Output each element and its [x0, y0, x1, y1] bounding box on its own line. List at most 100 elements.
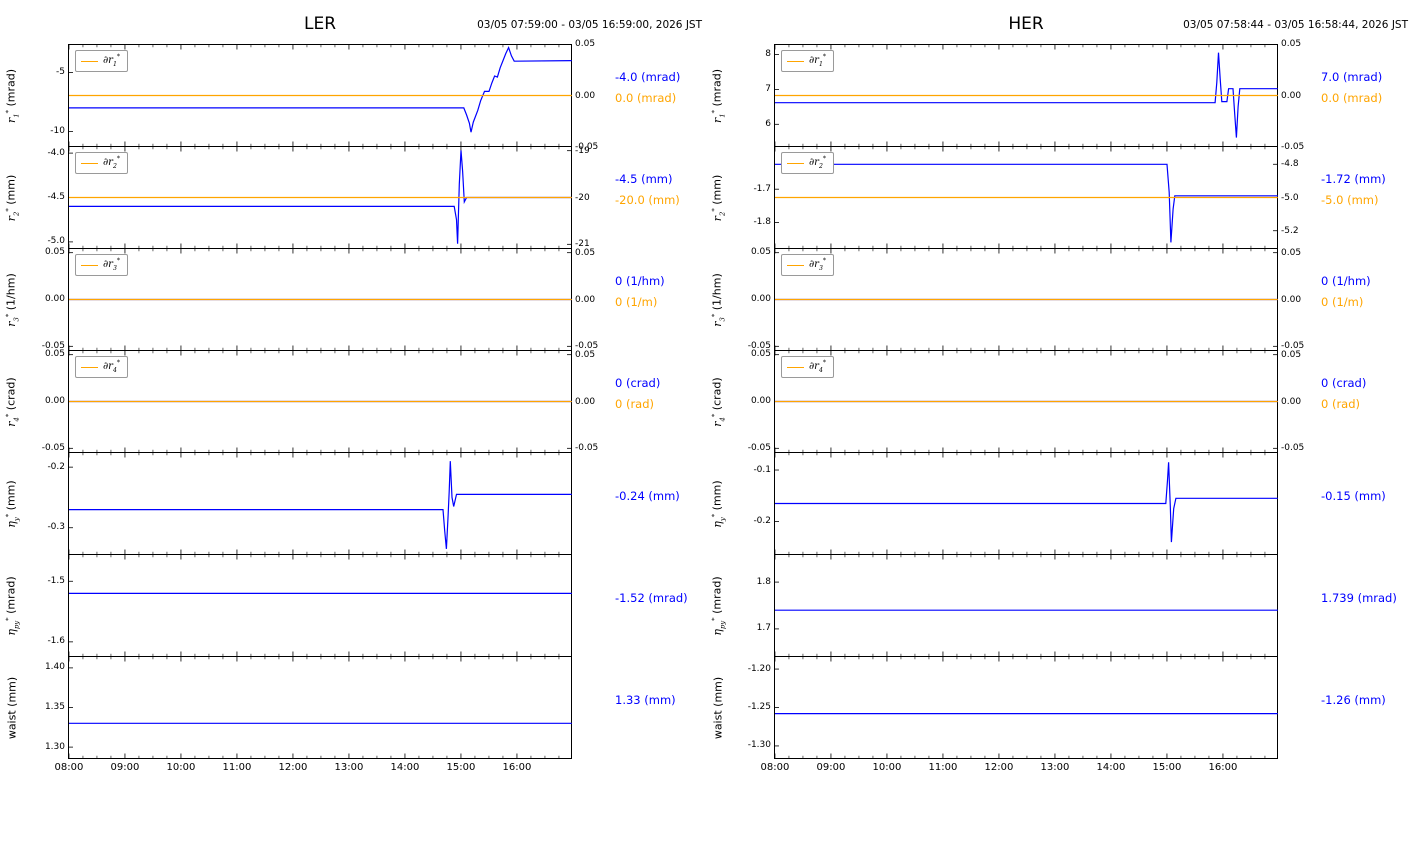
legend-box: ∂r1* [75, 50, 128, 73]
plot-cell: ∂r1* [774, 44, 1278, 147]
x-tick-label: 16:00 [502, 762, 532, 773]
series-line-r1-star [69, 46, 572, 133]
right-tick-label: 0.05 [575, 39, 596, 49]
plot-cell: ∂r1* [68, 44, 572, 147]
right-tick-label: 0.00 [1281, 294, 1302, 305]
right-axis-ticks [1278, 554, 1312, 657]
subplot-row-r3: r3* (1/hm) 0.05 0.00 -0.05 ∂r3* 0.05 0.00 -0.05… [706, 248, 1412, 351]
page-title: HER [1008, 14, 1044, 34]
plot-cell [68, 554, 572, 657]
y-axis-label: r1* (mrad) [706, 44, 726, 147]
readout-value: 0 (rad) [1321, 397, 1361, 411]
right-tick-label: -20 [575, 192, 590, 203]
plot-canvas [774, 44, 1278, 147]
right-axis-ticks: 0.05 0.00 -0.05 [572, 40, 606, 152]
right-tick-label: 0.00 [575, 90, 596, 101]
x-tick-label: 08:00 [54, 762, 84, 773]
legend-box: ∂r3* [75, 254, 128, 277]
readout-value: -5.0 (mm) [1321, 193, 1379, 207]
y-axis-label-text: r4* (crad) [4, 376, 20, 427]
readout-values: 7.0 (mrad) 0.0 (mrad) [1312, 36, 1412, 139]
left-tick-label: -1.30 [747, 740, 771, 751]
left-tick-label: -0.05 [747, 442, 771, 453]
left-tick-label: -0.05 [747, 340, 771, 351]
right-axis-ticks: -4.8 -5.0 -5.2 [1278, 146, 1312, 249]
right-tick-label: -0.05 [575, 142, 599, 152]
readout-values: -1.26 (mm) [1312, 648, 1412, 751]
legend-line-sample-icon [81, 366, 98, 368]
y-axis-label: ηpy* (mrad) [0, 554, 20, 657]
panel-her: HER 03/05 07:58:44 - 03/05 16:58:44, 202… [706, 10, 1412, 777]
plot-cell [774, 554, 1278, 657]
left-tick-label: 1.8 [756, 576, 771, 587]
readout-value: 0 (crad) [1321, 376, 1367, 390]
legend-box: ∂r4* [781, 356, 834, 379]
legend-label: ∂r2* [103, 156, 120, 171]
left-tick-label: -1.20 [747, 663, 771, 674]
page-title: LER [303, 14, 337, 34]
legend-line-sample-icon [787, 366, 804, 368]
left-tick-label: -0.05 [41, 442, 65, 453]
x-tick-label: 15:00 [1152, 762, 1182, 773]
y-axis-label-text: r4* (crad) [710, 376, 726, 427]
legend-label: ∂r3* [809, 258, 826, 273]
left-tick-label: -0.2 [753, 516, 771, 527]
right-tick-label: -4.8 [1281, 159, 1299, 170]
y-axis-label-text: r1* (mrad) [4, 68, 20, 123]
subplot-row-eta-py: ηpy* (mrad) -1.5 -1.6 -1.52 (mrad) [0, 554, 706, 657]
readout-value: 7.0 (mrad) [1321, 70, 1383, 84]
left-tick-label: -4.5 [47, 192, 65, 202]
readout-value: -1.52 (mrad) [615, 590, 688, 605]
plot-cell: ∂r4* [774, 350, 1278, 453]
right-tick-label: 0.05 [575, 349, 596, 360]
readout-value: 0.0 (mrad) [1321, 91, 1383, 105]
y-axis-label-text: r1* (mrad) [710, 68, 726, 123]
readout-values: 0 (crad) 0 (rad) [606, 342, 706, 445]
y-axis-label: ηpy* (mrad) [706, 554, 726, 657]
subplot-row-eta-y: ηy* (mm) -0.1 -0.2 -0.15 (mm) [706, 452, 1412, 555]
subplot-row-r4: r4* (crad) 0.05 0.00 -0.05 ∂r4* 0.05 0.00 -0.05… [0, 350, 706, 453]
readout-value: 0 (1/hm) [615, 274, 665, 288]
right-axis-ticks: 0.05 0.00 -0.05 [1278, 40, 1312, 152]
right-axis-ticks [572, 554, 606, 657]
plot-canvas [774, 350, 1278, 453]
x-tick-label: 10:00 [166, 762, 196, 773]
plot-canvas [68, 452, 572, 555]
right-tick-label: 0.00 [575, 294, 596, 305]
legend-label: ∂r3* [103, 258, 120, 273]
series-line-r2-star [775, 163, 1278, 243]
readout-value: -4.0 (mrad) [615, 70, 681, 84]
legend-line-sample-icon [787, 60, 804, 62]
legend-label: ∂r2* [809, 156, 826, 171]
left-tick-label: -0.05 [41, 340, 65, 351]
y-axis-label-text: ηpy* (mrad) [710, 575, 726, 636]
time-range-label: 03/05 07:59:00 - 03/05 16:59:00, 2026 JS… [477, 19, 702, 31]
right-axis-ticks: 0.05 0.00 -0.05 [572, 248, 606, 351]
x-tick-label: 12:00 [984, 762, 1014, 773]
legend-line-sample-icon [81, 264, 98, 266]
y-axis-label: waist (mm) [0, 656, 20, 759]
readout-value: -0.15 (mm) [1321, 488, 1386, 503]
x-tick-label: 11:00 [222, 762, 252, 773]
left-tick-label: -0.2 [47, 461, 65, 472]
legend-line-sample-icon [81, 162, 98, 164]
x-tick-label: 13:00 [1040, 762, 1070, 773]
right-tick-label: -5.0 [1281, 192, 1299, 203]
x-tick-label: 12:00 [278, 762, 308, 773]
right-tick-label: -0.05 [575, 341, 599, 352]
readout-value: -1.26 (mm) [1321, 692, 1386, 707]
right-tick-label: 0.05 [1281, 349, 1302, 360]
left-tick-label: 0.00 [750, 294, 771, 304]
left-tick-label: 1.30 [44, 741, 65, 752]
y-axis-label: r4* (crad) [0, 350, 20, 453]
legend-label: ∂r4* [809, 360, 826, 375]
right-axis-ticks: -19 -20 -21 [572, 146, 606, 249]
left-tick-label: 0.05 [44, 349, 65, 360]
right-tick-label: 0.05 [1281, 247, 1302, 258]
subplot-row-r1: r1* (mrad) -5 -10 ∂r1* 0.05 0.00 -0.05 -4.0 (mr… [0, 40, 706, 152]
y-axis-label-text: ηy* (mm) [710, 479, 726, 528]
left-tick-label: -10 [50, 126, 65, 137]
plot-canvas [68, 248, 572, 351]
y-axis-label: ηy* (mm) [0, 452, 20, 555]
x-axis-row: 08:00 09:00 10:00 11:00 12:00 13:00 14:00 15:00… [0, 759, 706, 777]
